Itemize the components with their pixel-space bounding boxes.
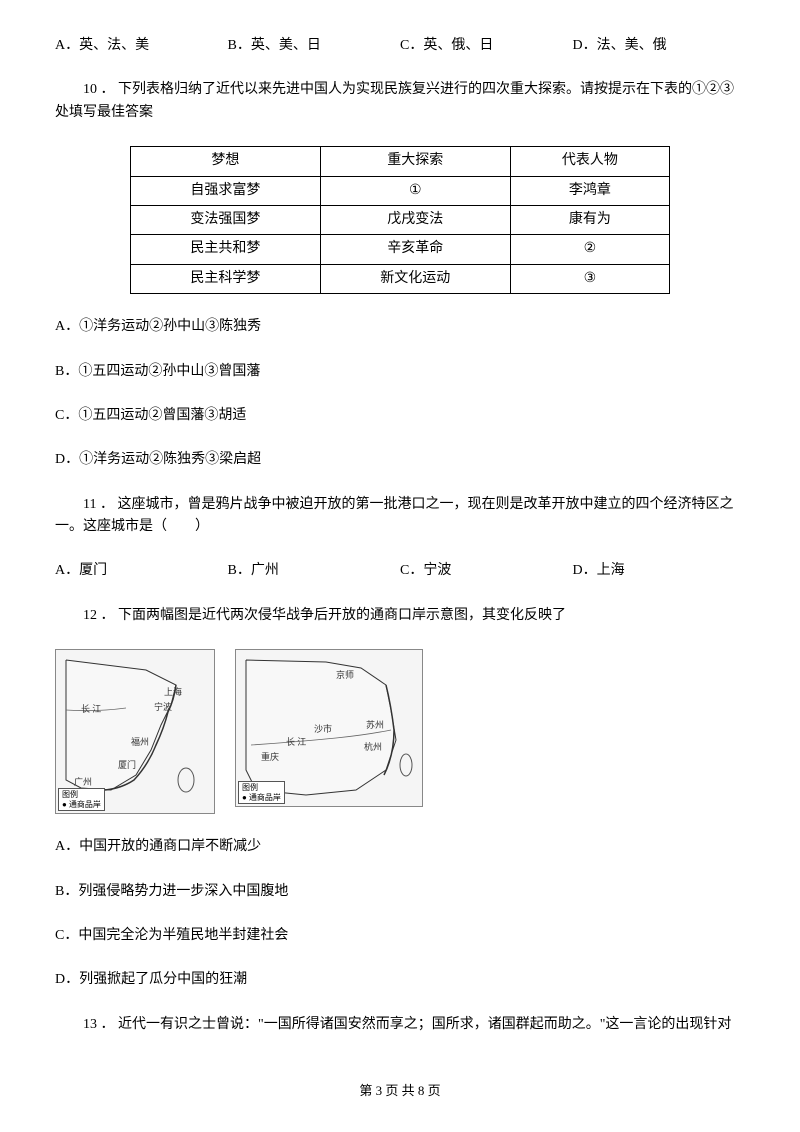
q10-option-a: A．①洋务运动②孙中山③陈独秀 bbox=[55, 316, 745, 338]
q10-block: 10 ． 下列表格归纳了近代以来先进中国人为实现民族复兴进行的四次重大探索。请按… bbox=[55, 79, 745, 124]
q11-text: 11 ． 这座城市，曾是鸦片战争中被迫开放的第一批港口之一，现在则是改革开放中建… bbox=[55, 494, 745, 539]
q12-text: 12 ． 下面两幅图是近代两次侵华战争后开放的通商口岸示意图，其变化反映了 bbox=[55, 605, 745, 627]
map1-label-shanghai: 上海 bbox=[164, 685, 182, 699]
table-cell: 新文化运动 bbox=[320, 264, 510, 293]
table-cell: ③ bbox=[510, 264, 669, 293]
table-row: 变法强国梦 戊戌变法 康有为 bbox=[131, 205, 670, 234]
map1-label-xiamen: 厦门 bbox=[118, 758, 136, 772]
table-cell: ① bbox=[320, 176, 510, 205]
q12-option-c: C．中国完全沦为半殖民地半封建社会 bbox=[55, 925, 745, 947]
q12-option-d: D．列强掀起了瓜分中国的狂潮 bbox=[55, 969, 745, 991]
q10-table-container: 梦想 重大探索 代表人物 自强求富梦 ① 李鸿章 变法强国梦 戊戌变法 康有为 … bbox=[130, 146, 670, 294]
map-image-2: 京师 苏州 沙市 杭州 重庆 长 江 图例 ● 通商品岸 bbox=[235, 649, 423, 807]
table-header: 重大探索 bbox=[320, 147, 510, 176]
q10-option-b: B．①五四运动②孙中山③曾国藩 bbox=[55, 361, 745, 383]
q12-option-a: A．中国开放的通商口岸不断减少 bbox=[55, 836, 745, 858]
table-cell: ② bbox=[510, 235, 669, 264]
q12-images: 上海 宁波 福州 厦门 广州 长 江 图例 ● 通商品岸 京师 苏州 沙市 杭州… bbox=[55, 649, 745, 814]
map2-label-hangzhou: 杭州 bbox=[364, 740, 382, 754]
map2-label-suzhou: 苏州 bbox=[366, 718, 384, 732]
table-cell: 戊戌变法 bbox=[320, 205, 510, 234]
map1-legend-text: ● 通商品岸 bbox=[62, 800, 101, 810]
map2-legend: 图例 ● 通商品岸 bbox=[238, 781, 285, 804]
table-cell: 李鸿章 bbox=[510, 176, 669, 205]
table-cell: 民主科学梦 bbox=[131, 264, 321, 293]
q9-options: A．英、法、美 B．英、美、日 C．英、俄、日 D．法、美、俄 bbox=[55, 35, 745, 57]
q10-option-d: D．①洋务运动②陈独秀③梁启超 bbox=[55, 449, 745, 471]
q12-block: 12 ． 下面两幅图是近代两次侵华战争后开放的通商口岸示意图，其变化反映了 bbox=[55, 605, 745, 627]
q9-option-a: A．英、法、美 bbox=[55, 35, 228, 57]
q10-option-c: C．①五四运动②曾国藩③胡适 bbox=[55, 405, 745, 427]
q12-option-b: B．列强侵略势力进一步深入中国腹地 bbox=[55, 881, 745, 903]
map1-legend-title: 图例 bbox=[62, 790, 101, 800]
page-footer: 第 3 页 共 8 页 bbox=[0, 1081, 800, 1102]
table-row: 民主科学梦 新文化运动 ③ bbox=[131, 264, 670, 293]
q10-text: 10 ． 下列表格归纳了近代以来先进中国人为实现民族复兴进行的四次重大探索。请按… bbox=[55, 79, 745, 124]
map2-label-jingshi: 京师 bbox=[336, 668, 354, 682]
table-cell: 自强求富梦 bbox=[131, 176, 321, 205]
q9-option-d: D．法、美、俄 bbox=[573, 35, 746, 57]
q11-option-b: B．广州 bbox=[228, 560, 401, 582]
q13-text: 13 ． 近代一有识之士曾说："一国所得诸国安然而享之；国所求，诸国群起而助之。… bbox=[55, 1014, 745, 1036]
q11-block: 11 ． 这座城市，曾是鸦片战争中被迫开放的第一批港口之一，现在则是改革开放中建… bbox=[55, 494, 745, 539]
map-image-1: 上海 宁波 福州 厦门 广州 长 江 图例 ● 通商品岸 bbox=[55, 649, 215, 814]
q11-option-d: D．上海 bbox=[573, 560, 746, 582]
table-cell: 变法强国梦 bbox=[131, 205, 321, 234]
table-cell: 康有为 bbox=[510, 205, 669, 234]
table-row: 自强求富梦 ① 李鸿章 bbox=[131, 176, 670, 205]
table-row: 梦想 重大探索 代表人物 bbox=[131, 147, 670, 176]
map1-legend: 图例 ● 通商品岸 bbox=[58, 788, 105, 811]
map2-legend-title: 图例 bbox=[242, 783, 281, 793]
table-cell: 辛亥革命 bbox=[320, 235, 510, 264]
map1-label-fuzhou: 福州 bbox=[131, 735, 149, 749]
q10-table: 梦想 重大探索 代表人物 自强求富梦 ① 李鸿章 变法强国梦 戊戌变法 康有为 … bbox=[130, 146, 670, 294]
q13-block: 13 ． 近代一有识之士曾说："一国所得诸国安然而享之；国所求，诸国群起而助之。… bbox=[55, 1014, 745, 1036]
q11-option-a: A．厦门 bbox=[55, 560, 228, 582]
table-cell: 民主共和梦 bbox=[131, 235, 321, 264]
map1-label-changjiang: 长 江 bbox=[81, 702, 101, 716]
q11-option-c: C．宁波 bbox=[400, 560, 573, 582]
map1-label-ningbo: 宁波 bbox=[154, 700, 172, 714]
q9-option-c: C．英、俄、日 bbox=[400, 35, 573, 57]
q9-option-b: B．英、美、日 bbox=[228, 35, 401, 57]
map2-label-shashi: 沙市 bbox=[314, 722, 332, 736]
map2-legend-text: ● 通商品岸 bbox=[242, 793, 281, 803]
table-header: 梦想 bbox=[131, 147, 321, 176]
q11-options: A．厦门 B．广州 C．宁波 D．上海 bbox=[55, 560, 745, 582]
table-row: 民主共和梦 辛亥革命 ② bbox=[131, 235, 670, 264]
map2-label-changjiang: 长 江 bbox=[286, 735, 306, 749]
table-header: 代表人物 bbox=[510, 147, 669, 176]
map2-label-chongqing: 重庆 bbox=[261, 750, 279, 764]
